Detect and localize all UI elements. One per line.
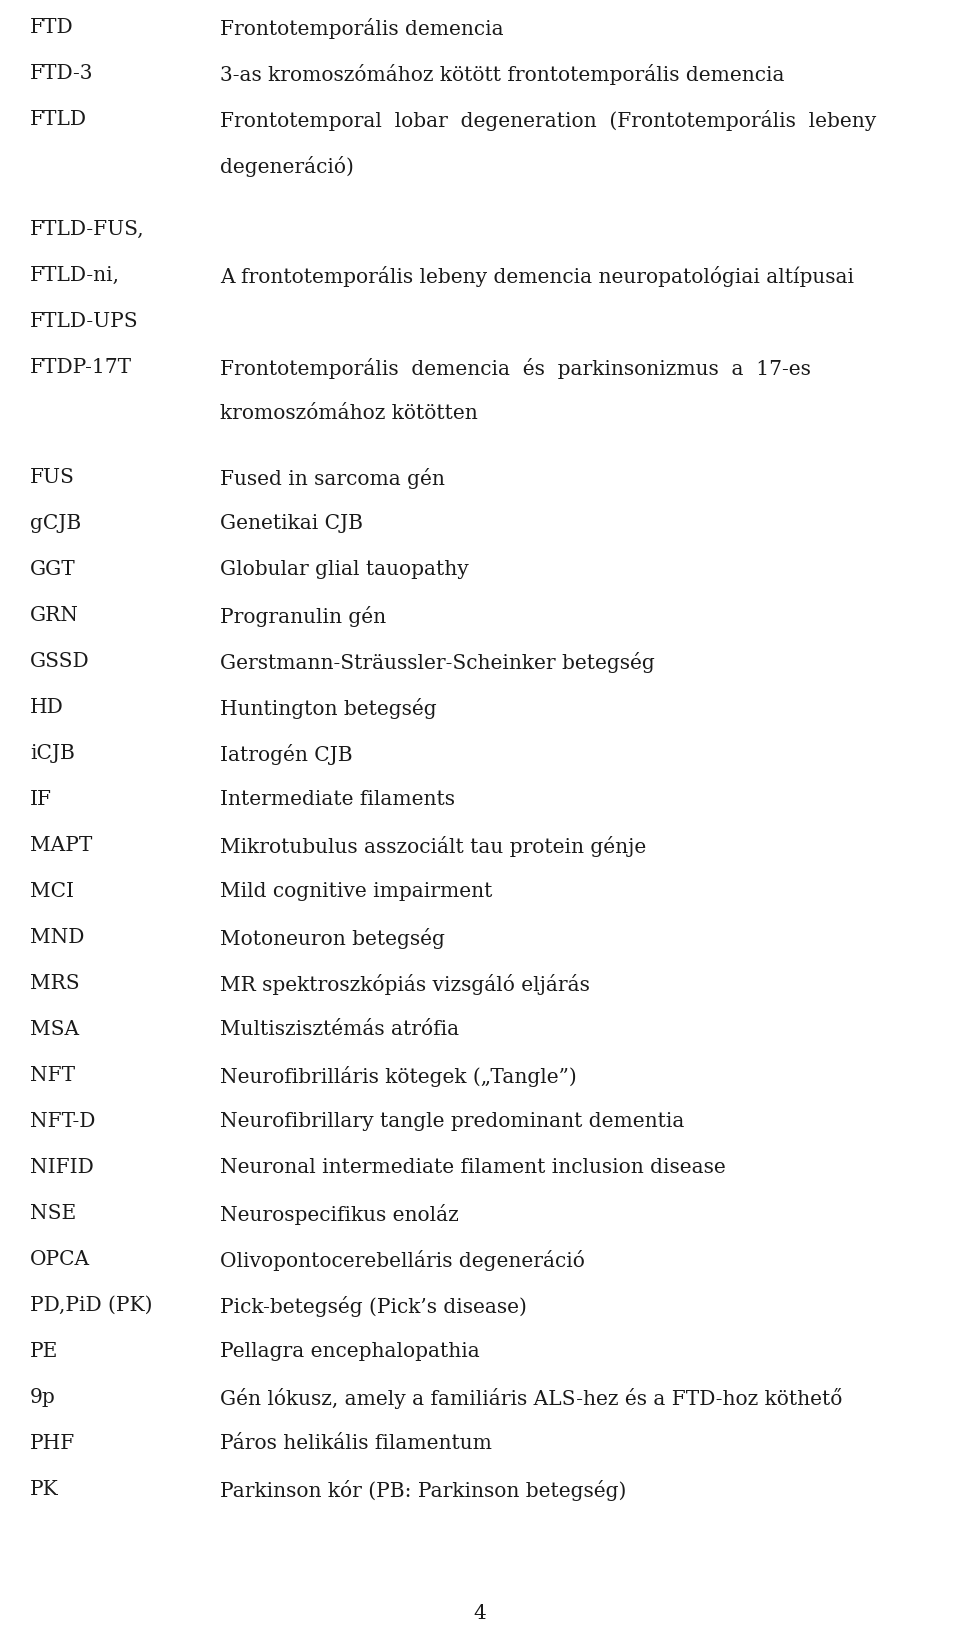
Text: Huntington betegség: Huntington betegség — [220, 698, 437, 720]
Text: Pellagra encephalopathia: Pellagra encephalopathia — [220, 1342, 480, 1361]
Text: Mild cognitive impairment: Mild cognitive impairment — [220, 881, 492, 901]
Text: Genetikai CJB: Genetikai CJB — [220, 514, 363, 534]
Text: Frontotemporális demencia: Frontotemporális demencia — [220, 18, 504, 39]
Text: Globular glial tauopathy: Globular glial tauopathy — [220, 560, 468, 579]
Text: Frontotemporal  lobar  degeneration  (Frontotemporális  lebeny: Frontotemporal lobar degeneration (Front… — [220, 109, 876, 131]
Text: Neurofibrillary tangle predominant dementia: Neurofibrillary tangle predominant demen… — [220, 1111, 684, 1131]
Text: MND: MND — [30, 929, 84, 947]
Text: FTDP-17T: FTDP-17T — [30, 357, 132, 377]
Text: Intermediate filaments: Intermediate filaments — [220, 790, 455, 809]
Text: HD: HD — [30, 698, 63, 716]
Text: Multiszisztémás atrófia: Multiszisztémás atrófia — [220, 1020, 459, 1040]
Text: FTLD: FTLD — [30, 109, 87, 129]
Text: iCJB: iCJB — [30, 744, 75, 764]
Text: Frontotemporális  demencia  és  parkinsonizmus  a  17-es: Frontotemporális demencia és parkinsoniz… — [220, 357, 811, 379]
Text: 9p: 9p — [30, 1387, 56, 1407]
Text: NSE: NSE — [30, 1204, 76, 1222]
Text: Fused in sarcoma gén: Fused in sarcoma gén — [220, 468, 444, 490]
Text: 3-as kromoszómához kötött frontotemporális demencia: 3-as kromoszómához kötött frontotemporál… — [220, 64, 784, 85]
Text: GGT: GGT — [30, 560, 76, 579]
Text: GRN: GRN — [30, 605, 79, 625]
Text: PD,PiD (PK): PD,PiD (PK) — [30, 1296, 153, 1315]
Text: Iatrogén CJB: Iatrogén CJB — [220, 744, 352, 765]
Text: Olivopontocerebelláris degeneráció: Olivopontocerebelláris degeneráció — [220, 1250, 585, 1271]
Text: IF: IF — [30, 790, 52, 809]
Text: PE: PE — [30, 1342, 59, 1361]
Text: MR spektroszkópiás vizsgáló eljárás: MR spektroszkópiás vizsgáló eljárás — [220, 974, 589, 996]
Text: Motoneuron betegség: Motoneuron betegség — [220, 929, 444, 948]
Text: NFT-D: NFT-D — [30, 1111, 95, 1131]
Text: FTLD-FUS,: FTLD-FUS, — [30, 220, 145, 238]
Text: OPCA: OPCA — [30, 1250, 90, 1270]
Text: GSSD: GSSD — [30, 653, 89, 671]
Text: NIFID: NIFID — [30, 1159, 94, 1177]
Text: Neurofibrilláris kötegek („Tangle”): Neurofibrilláris kötegek („Tangle”) — [220, 1066, 577, 1087]
Text: Páros helikális filamentum: Páros helikális filamentum — [220, 1435, 492, 1452]
Text: NFT: NFT — [30, 1066, 75, 1085]
Text: FTLD-ni,: FTLD-ni, — [30, 266, 120, 286]
Text: Gén lókusz, amely a familiáris ALS-hez és a FTD-hoz köthető: Gén lókusz, amely a familiáris ALS-hez é… — [220, 1387, 842, 1408]
Text: degeneráció): degeneráció) — [220, 157, 354, 176]
Text: kromoszómához kötötten: kromoszómához kötötten — [220, 405, 478, 423]
Text: Gerstmann-Sträussler-Scheinker betegség: Gerstmann-Sträussler-Scheinker betegség — [220, 653, 655, 672]
Text: FTLD-UPS: FTLD-UPS — [30, 312, 138, 331]
Text: MRS: MRS — [30, 974, 80, 992]
Text: FTD: FTD — [30, 18, 74, 38]
Text: A frontotemporális lebeny demencia neuropatológiai altípusai: A frontotemporális lebeny demencia neuro… — [220, 266, 854, 287]
Text: Neuronal intermediate filament inclusion disease: Neuronal intermediate filament inclusion… — [220, 1159, 726, 1177]
Text: 4: 4 — [473, 1604, 487, 1622]
Text: Mikrotubulus asszociált tau protein génje: Mikrotubulus asszociált tau protein génj… — [220, 836, 646, 857]
Text: gCJB: gCJB — [30, 514, 82, 534]
Text: Neurospecifikus enoláz: Neurospecifikus enoláz — [220, 1204, 459, 1226]
Text: FTD-3: FTD-3 — [30, 64, 93, 83]
Text: Parkinson kór (PB: Parkinson betegség): Parkinson kór (PB: Parkinson betegség) — [220, 1480, 626, 1501]
Text: Pick-betegség (Pick’s disease): Pick-betegség (Pick’s disease) — [220, 1296, 527, 1317]
Text: FUS: FUS — [30, 468, 75, 486]
Text: PHF: PHF — [30, 1435, 75, 1452]
Text: MAPT: MAPT — [30, 836, 92, 855]
Text: MSA: MSA — [30, 1020, 79, 1040]
Text: PK: PK — [30, 1480, 59, 1500]
Text: MCI: MCI — [30, 881, 74, 901]
Text: Progranulin gén: Progranulin gén — [220, 605, 386, 627]
